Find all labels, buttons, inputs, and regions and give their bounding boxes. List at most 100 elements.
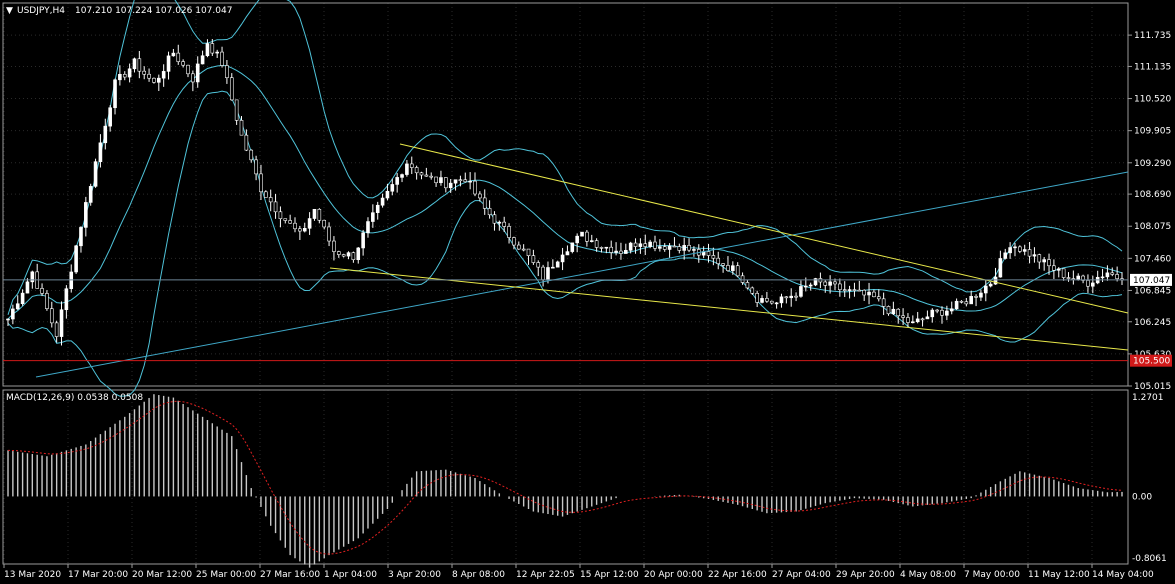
candle xyxy=(176,44,181,65)
time-tick-label: 14 May 04:00 xyxy=(1092,570,1154,580)
candle xyxy=(935,308,939,314)
price-tick-label: 111.135 xyxy=(1134,62,1171,72)
macd-tick-label: -0.8061 xyxy=(1132,554,1167,564)
candle xyxy=(181,59,185,68)
time-tick-label: 20 Mar 12:00 xyxy=(132,570,192,580)
candle xyxy=(439,170,443,186)
candle xyxy=(589,234,594,243)
symbol-dropdown-icon[interactable]: ▼ xyxy=(6,6,13,16)
candle xyxy=(653,235,657,252)
candle xyxy=(161,64,166,87)
candle xyxy=(1003,248,1008,260)
candle xyxy=(93,158,98,188)
candle xyxy=(667,243,672,259)
candle xyxy=(132,57,137,73)
candle xyxy=(682,237,686,260)
candle xyxy=(959,300,964,304)
time-tick-label: 7 May 00:00 xyxy=(964,570,1020,580)
candle xyxy=(264,190,268,198)
descending-trendline-upper[interactable] xyxy=(399,143,1129,314)
candle xyxy=(1110,267,1115,277)
candle xyxy=(896,308,901,324)
candle xyxy=(964,298,969,307)
candle xyxy=(638,238,643,254)
candle xyxy=(482,189,487,215)
candle xyxy=(1052,259,1056,280)
candle xyxy=(813,277,818,287)
candle xyxy=(84,196,88,237)
price-tick-label: 106.845 xyxy=(1134,286,1171,296)
candle xyxy=(59,301,64,346)
price-tick-label: 106.245 xyxy=(1134,318,1171,328)
price-tick-label: 107.460 xyxy=(1134,254,1171,264)
candle xyxy=(234,99,239,125)
current-price-tag: 107.047 xyxy=(1130,273,1172,286)
candle xyxy=(200,50,205,65)
candle xyxy=(828,275,832,294)
candle xyxy=(833,278,837,291)
candle xyxy=(565,245,570,256)
macd-axis: 1.2701 0.00 -0.8061 xyxy=(1132,393,1167,564)
candle xyxy=(1013,242,1017,257)
candle xyxy=(191,70,195,92)
ascending-trendline[interactable] xyxy=(35,171,1129,378)
candle xyxy=(356,247,361,264)
candle xyxy=(473,172,477,197)
candle xyxy=(628,241,633,254)
candle xyxy=(118,65,122,86)
candle xyxy=(662,243,667,252)
candle xyxy=(122,71,127,81)
candle xyxy=(789,288,794,307)
candle xyxy=(998,250,1003,278)
candle xyxy=(799,280,803,298)
candle xyxy=(166,51,171,80)
candle xyxy=(1061,268,1066,281)
descending-trendline-lower[interactable] xyxy=(329,267,1129,351)
candle xyxy=(361,229,365,256)
candle xyxy=(823,280,828,293)
candle xyxy=(1042,257,1046,271)
candle xyxy=(11,304,15,325)
candle xyxy=(127,63,132,83)
candle xyxy=(293,217,297,233)
candle xyxy=(147,68,151,82)
candle xyxy=(171,48,176,57)
candle xyxy=(930,308,935,323)
price-tick-label: 109.290 xyxy=(1134,159,1171,169)
macd-histogram xyxy=(7,394,1123,568)
candle xyxy=(1022,244,1027,256)
time-tick-label: 27 Apr 04:00 xyxy=(772,570,831,580)
candle xyxy=(536,260,541,277)
candle xyxy=(604,246,609,254)
candle xyxy=(1027,242,1032,264)
candle xyxy=(901,308,905,326)
time-tick-label: 12 Apr 22:05 xyxy=(516,570,575,580)
candle xyxy=(521,244,526,252)
candle xyxy=(283,218,288,224)
candle xyxy=(6,318,10,326)
candle xyxy=(677,243,682,254)
candle xyxy=(341,253,346,258)
price-tick-label: 108.075 xyxy=(1134,222,1171,232)
candle xyxy=(760,295,764,304)
candle xyxy=(594,238,599,252)
time-tick-label: 29 Apr 20:00 xyxy=(836,570,895,580)
candle xyxy=(974,294,978,307)
candle xyxy=(516,241,521,250)
time-tick-label: 22 Apr 16:00 xyxy=(708,570,767,580)
candle xyxy=(765,291,769,303)
candle xyxy=(45,290,49,311)
candle xyxy=(195,56,200,88)
candle xyxy=(346,251,351,260)
candle xyxy=(268,189,273,212)
candle xyxy=(453,179,458,191)
candle xyxy=(555,260,560,268)
candle xyxy=(706,243,711,263)
candle xyxy=(186,64,190,78)
candle xyxy=(1037,253,1042,269)
candle xyxy=(735,262,740,278)
candle xyxy=(400,173,404,183)
candle xyxy=(852,282,857,297)
candle xyxy=(463,172,468,183)
